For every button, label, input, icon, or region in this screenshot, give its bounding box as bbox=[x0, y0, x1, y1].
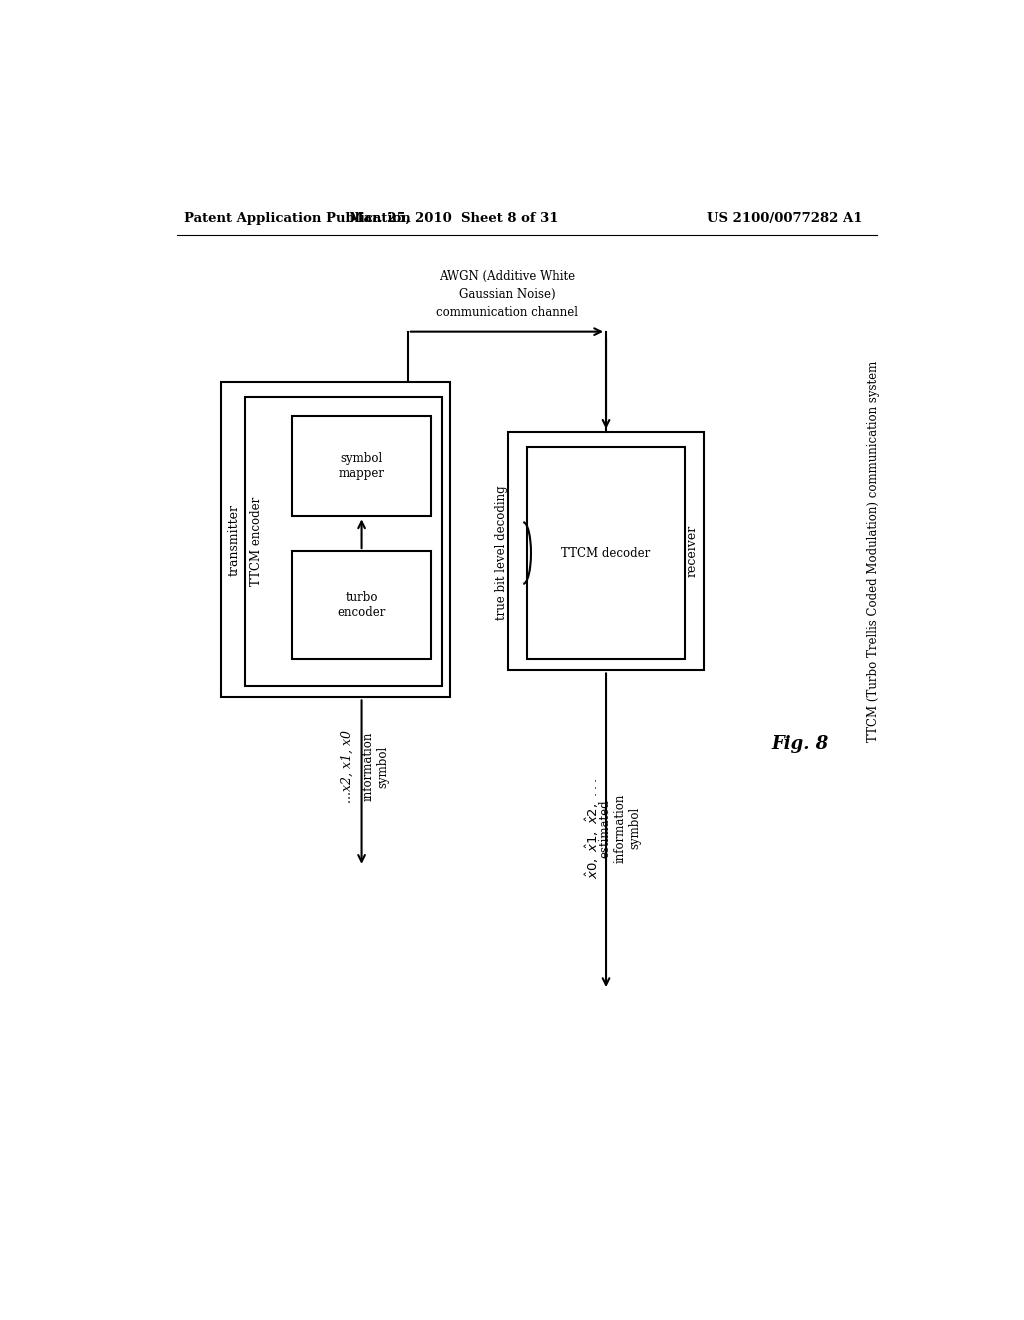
Text: Mar. 25, 2010  Sheet 8 of 31: Mar. 25, 2010 Sheet 8 of 31 bbox=[349, 213, 559, 224]
Text: true bit level decoding: true bit level decoding bbox=[496, 486, 508, 620]
Text: TTCM (Turbo Trellis Coded Modulation) communication system: TTCM (Turbo Trellis Coded Modulation) co… bbox=[867, 360, 880, 742]
Text: turbo
encoder: turbo encoder bbox=[337, 591, 386, 619]
Text: estimated
information
symbol: estimated information symbol bbox=[598, 793, 641, 863]
Text: ...x2, x1, x0: ...x2, x1, x0 bbox=[341, 730, 354, 803]
Text: Patent Application Publication: Patent Application Publication bbox=[184, 213, 412, 224]
Text: information
symbol: information symbol bbox=[361, 733, 389, 801]
Text: receiver: receiver bbox=[685, 525, 698, 577]
Bar bbox=[292, 552, 431, 659]
Bar bbox=[292, 416, 431, 516]
Bar bbox=[221, 381, 451, 697]
Bar bbox=[508, 432, 705, 671]
Text: transmitter: transmitter bbox=[227, 503, 241, 576]
Text: $\hat{x}0,\ \hat{x}1,\ \hat{x}2,\ ...$: $\hat{x}0,\ \hat{x}1,\ \hat{x}2,\ ...$ bbox=[584, 777, 601, 879]
Bar bbox=[245, 397, 442, 686]
Text: symbol
mapper: symbol mapper bbox=[339, 453, 385, 480]
Bar bbox=[527, 447, 685, 659]
Text: Fig. 8: Fig. 8 bbox=[772, 735, 829, 752]
Text: AWGN (Additive White
Gaussian Noise)
communication channel: AWGN (Additive White Gaussian Noise) com… bbox=[436, 271, 578, 319]
Text: US 2100/0077282 A1: US 2100/0077282 A1 bbox=[707, 213, 862, 224]
Text: TTCM decoder: TTCM decoder bbox=[561, 546, 650, 560]
Text: TTCM encoder: TTCM encoder bbox=[250, 496, 263, 586]
